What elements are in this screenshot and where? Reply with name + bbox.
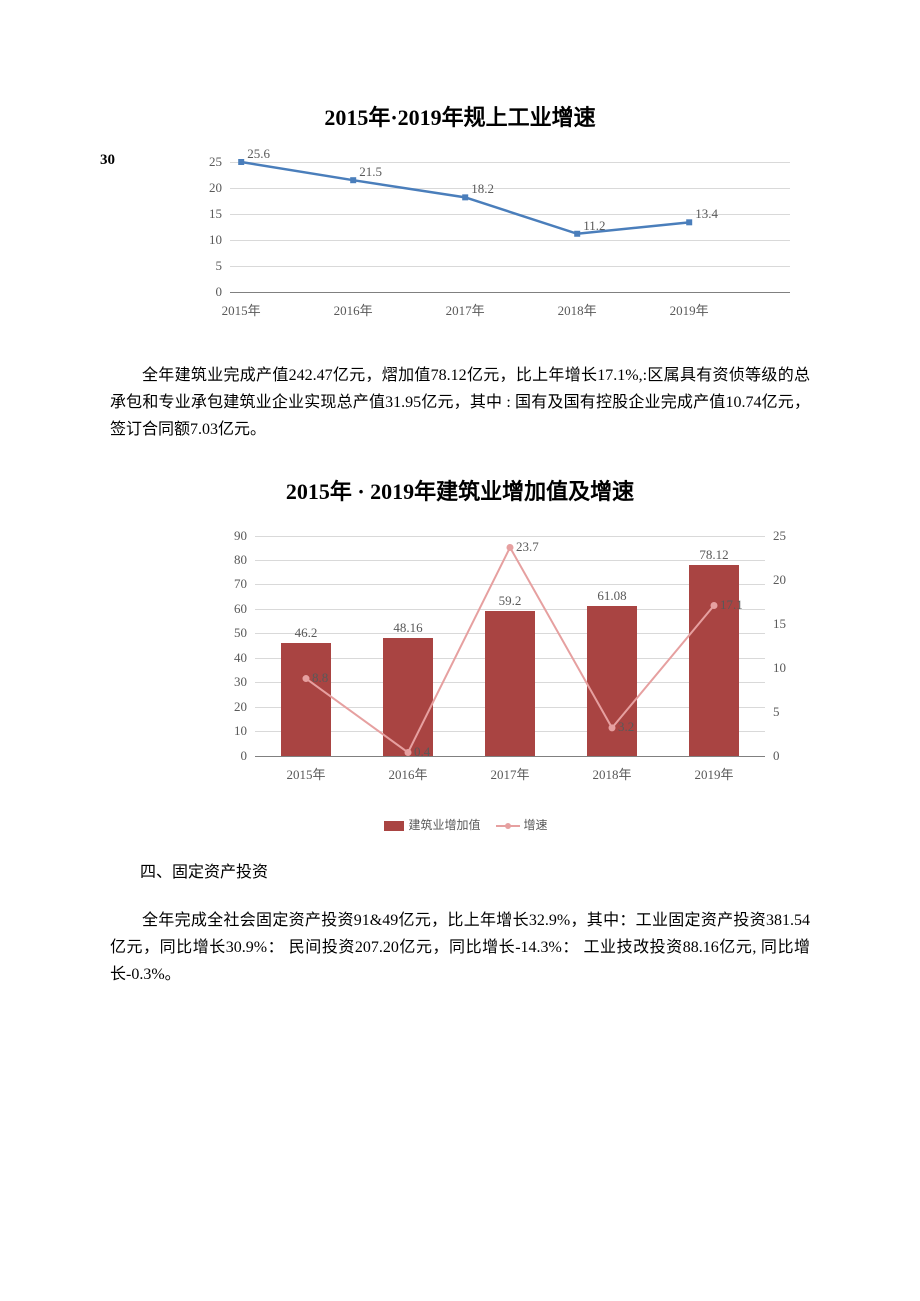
chart1-xlabel: 2019年: [649, 300, 729, 319]
chart1-xlabel: 2018年: [537, 300, 617, 319]
chart2-xlabel: 2017年: [470, 764, 550, 783]
chart2-legend: 建筑业增加值 增速: [80, 816, 840, 833]
legend-swatch-bar: [384, 821, 404, 831]
chart2-title: 2015年 · 2019年建筑业增加值及增速: [80, 474, 840, 506]
chart1-xlabel: 2017年: [425, 300, 505, 319]
paragraph-investment: 全年完成全社会固定资产投资91&49亿元，比上年增长32.9%，其中：工业固定资…: [110, 907, 810, 989]
legend-label-line: 增速: [524, 818, 548, 832]
chart2-xlabel: 2019年: [674, 764, 754, 783]
section-4-heading: 四、固定资产投资: [140, 858, 810, 882]
chart2-xlabel: 2015年: [266, 764, 346, 783]
chart2-xlabel: 2016年: [368, 764, 448, 783]
chart1-xlabel: 2016年: [313, 300, 393, 319]
legend-swatch-line: [496, 825, 520, 827]
chart2-svg: [80, 526, 805, 760]
chart2-plot: 0102030405060708090051015202546.22015年8.…: [80, 526, 840, 786]
paragraph-construction: 全年建筑业完成产值242.47亿元，熠加值78.12亿元，比上年增长17.1%,…: [110, 362, 810, 444]
chart2-xlabel: 2018年: [572, 764, 652, 783]
chart1-svg: [80, 152, 830, 296]
chart1-title: 2015年·2019年规上工业增速: [80, 100, 840, 132]
legend-label-bar: 建筑业增加值: [408, 818, 480, 832]
chart1-plot: 30 05101520252015年25.62016年21.52017年18.2…: [80, 152, 840, 332]
chart1-xlabel: 2015年: [201, 300, 281, 319]
